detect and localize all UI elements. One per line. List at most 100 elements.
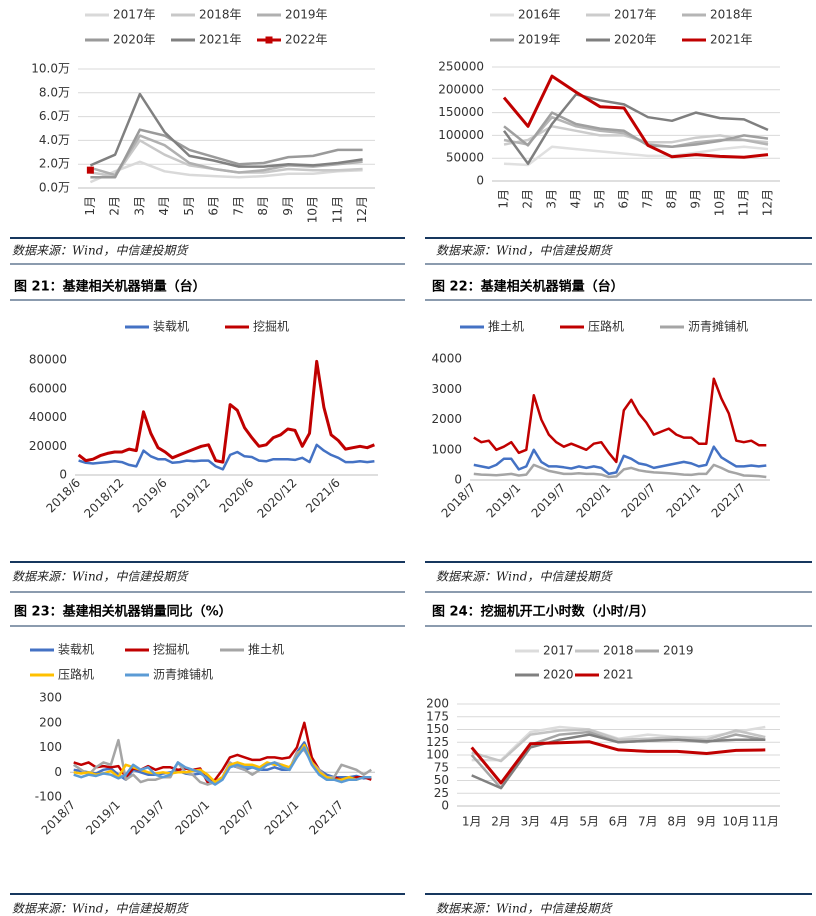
x-tick-label: 2019/12 (168, 476, 213, 521)
y-tick-label: 75 (434, 760, 449, 774)
x-tick-label: 2月 (521, 189, 535, 209)
y-tick-label: 0 (441, 799, 449, 813)
y-tick-label: 8.0万 (39, 85, 70, 99)
legend-marker (265, 36, 273, 44)
x-tick-label: 2020/1 (574, 481, 614, 521)
x-tick-label: 2月 (491, 815, 511, 829)
x-tick-label: 4月 (550, 815, 570, 829)
y-tick-label: 300 (39, 691, 62, 705)
y-tick-label: 0 (54, 765, 62, 779)
source-note: 数据来源：Wind，中信建投期货 (436, 570, 613, 584)
x-tick-label: 7月 (641, 189, 655, 209)
figure-caption: 图 24：挖掘机开工小时数（小时/月） (432, 604, 654, 620)
legend-label: 压路机 (588, 319, 624, 334)
y-tick-label: 50 (434, 773, 449, 787)
y-tick-label: 6.0万 (39, 109, 70, 123)
y-tick-label: 40000 (29, 410, 67, 424)
y-tick-label: 25 (434, 786, 449, 800)
x-tick-label: 1月 (83, 196, 97, 216)
chart: 数据来源：Wind，中信建投期货 0 50000 100000 150000 200000… (436, 8, 780, 258)
y-tick-label: 125 (426, 735, 449, 749)
y-tick-label: 150 (426, 722, 449, 736)
x-tick-label: 2018/7 (439, 481, 479, 521)
x-tick-label: 4月 (157, 196, 171, 216)
source-note: 数据来源：Wind，中信建投期货 (436, 244, 613, 258)
chart: 图 24：挖掘机开工小时数（小时/月） 数据来源：Wind，中信建投期货 02550… (426, 604, 780, 916)
x-tick-label: 2021/7 (306, 798, 346, 838)
legend-label: 2016年 (518, 8, 561, 22)
legend-label: 挖掘机 (253, 319, 289, 334)
legend-label: 推土机 (248, 643, 284, 657)
x-tick-label: 11月 (330, 196, 344, 223)
x-tick-label: 2021/1 (262, 798, 302, 838)
y-tick-label: 200 (426, 697, 449, 711)
x-tick-label: 3月 (521, 815, 541, 829)
x-tick-label: 2021/6 (303, 476, 343, 516)
x-tick-label: 9月 (697, 815, 717, 829)
legend-label: 2017年 (614, 8, 657, 22)
legend-label: 2021 (603, 668, 634, 682)
legend-label: 2019年 (285, 8, 328, 22)
legend-label: 装载机 (153, 320, 189, 334)
series-line (89, 92, 363, 168)
legend-label: 沥青摊铺机 (153, 668, 213, 682)
y-tick-label: 100 (426, 748, 449, 762)
series-line (73, 746, 372, 786)
x-tick-label: 3月 (132, 196, 146, 216)
series-line (503, 111, 769, 149)
x-tick-label: 8月 (665, 189, 679, 209)
series-line (473, 463, 767, 479)
x-tick-label: 2018/7 (39, 798, 79, 838)
y-tick-label: 250000 (438, 60, 484, 74)
y-tick-label: 100000 (438, 128, 484, 142)
x-tick-label: 2020/7 (217, 798, 257, 838)
legend-label: 2021年 (710, 33, 753, 47)
y-tick-label: 10.0万 (31, 62, 70, 76)
x-tick-label: 4月 (569, 189, 583, 209)
series-line (503, 145, 769, 167)
x-tick-label: 10月 (713, 189, 727, 216)
y-tick-label: 200000 (438, 82, 484, 96)
x-tick-label: 10月 (306, 196, 320, 223)
source-note: 数据来源：Wind，中信建投期货 (12, 244, 189, 258)
series-line (90, 128, 363, 179)
y-tick-label: -100 (35, 790, 62, 804)
x-tick-label: 2019/1 (83, 798, 123, 838)
y-tick-label: 150000 (438, 105, 484, 119)
x-tick-label: 2020/1 (172, 798, 212, 838)
series-line (473, 377, 767, 464)
legend-label: 2020年 (113, 33, 156, 47)
chart: 图 22：基建相关机器销量（台） 数据来源：Wind，中信建投期货 0 1000 200… (431, 279, 770, 584)
y-tick-label: 2.0万 (39, 157, 70, 171)
series-line (502, 74, 769, 159)
y-tick-label: 4000 (431, 352, 462, 366)
x-tick-label: 2020/6 (217, 476, 257, 516)
series-line (73, 743, 372, 784)
y-tick-label: 175 (426, 709, 449, 723)
legend-label: 2018年 (199, 8, 242, 22)
chart: 数据来源：Wind，中信建投期货 0.0万 2.0万 4.0万 6.0万 8.0万 10.0… (12, 8, 375, 258)
x-tick-label: 5月 (182, 196, 196, 216)
legend-label: 压路机 (58, 667, 94, 682)
x-tick-label: 11月 (752, 815, 779, 829)
x-tick-label: 5月 (593, 189, 607, 209)
source-note: 数据来源：Wind，中信建投期货 (436, 902, 613, 916)
x-tick-label: 2019/1 (484, 481, 524, 521)
x-tick-label: 2020/12 (254, 476, 299, 521)
series-line (473, 445, 767, 476)
series-line (471, 733, 766, 790)
x-tick-label: 1月 (462, 815, 482, 829)
y-tick-label: 60000 (29, 381, 67, 395)
x-tick-label: 8月 (667, 815, 687, 829)
y-tick-label: 3000 (431, 382, 462, 396)
chart: 图 21：基建相关机器销量（台） 数据来源：Wind，中信建投期货 0 20000 40… (12, 279, 378, 584)
legend-label: 沥青摊铺机 (688, 320, 748, 334)
figure-caption: 图 23：基建相关机器销量同比（%） (14, 604, 232, 620)
x-tick-label: 8月 (256, 196, 270, 216)
y-tick-label: 0.0万 (39, 181, 70, 195)
x-tick-label: 2月 (108, 196, 122, 216)
x-tick-label: 2019/6 (130, 476, 170, 516)
source-note: 数据来源：Wind，中信建投期货 (12, 570, 189, 584)
figure-caption: 图 21：基建相关机器销量（台） (14, 279, 206, 295)
